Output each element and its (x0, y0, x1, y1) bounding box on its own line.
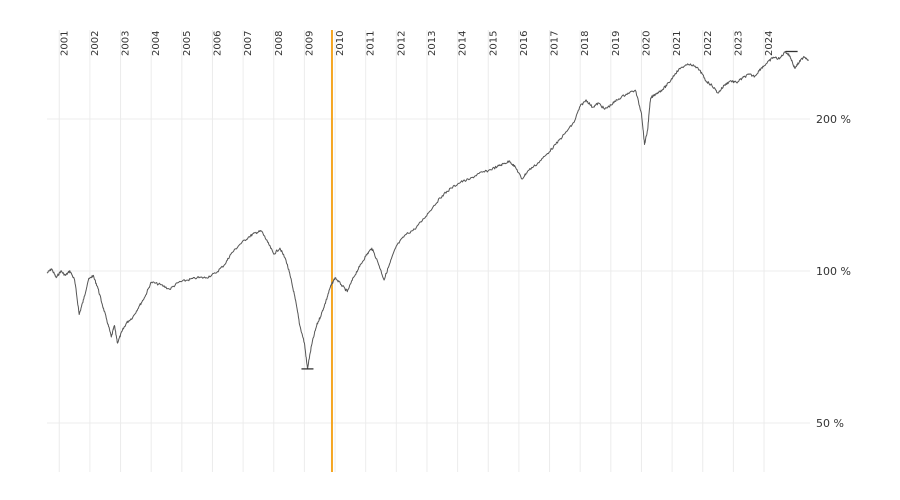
series-layer (46, 50, 809, 370)
x-tick-label: 2010 (335, 31, 346, 56)
x-tick-label: 2005 (182, 31, 193, 56)
y-axis-labels: 50 % 100 % 200 % (816, 113, 851, 430)
x-tick-label: 2006 (212, 31, 223, 56)
series-line (46, 51, 809, 370)
y-tick-label: 200 % (816, 113, 851, 126)
x-tick-label: 2014 (458, 31, 469, 56)
x-tick-label: 2003 (121, 31, 132, 56)
x-tick-label: 2001 (59, 31, 70, 56)
x-tick-label: 2018 (580, 31, 591, 56)
x-tick-label: 2013 (427, 31, 438, 56)
x-tick-label: 2020 (641, 31, 652, 56)
x-tick-label: 2015 (488, 31, 499, 56)
x-tick-label: 2024 (764, 31, 775, 56)
x-tick-label: 2022 (703, 31, 714, 56)
x-tick-label: 2004 (151, 31, 162, 56)
y-tick-label: 100 % (816, 265, 851, 278)
x-tick-label: 2011 (366, 31, 377, 56)
x-axis-year-labels: 2001 2002 2003 2004 2005 2006 2007 2008 2009 2010… (59, 31, 775, 56)
y-tick-label: 50 % (816, 417, 844, 430)
x-tick-label: 2021 (672, 31, 683, 56)
gridlines (47, 30, 810, 472)
x-tick-label: 2007 (243, 31, 254, 56)
x-tick-label: 2023 (733, 31, 744, 56)
x-tick-label: 2017 (550, 31, 561, 56)
x-tick-label: 2019 (611, 31, 622, 56)
x-tick-label: 2008 (274, 31, 285, 56)
x-tick-label: 2012 (396, 31, 407, 56)
x-tick-label: 2016 (519, 31, 530, 56)
x-tick-label: 2002 (90, 31, 101, 56)
x-tick-label: 2009 (304, 31, 315, 56)
